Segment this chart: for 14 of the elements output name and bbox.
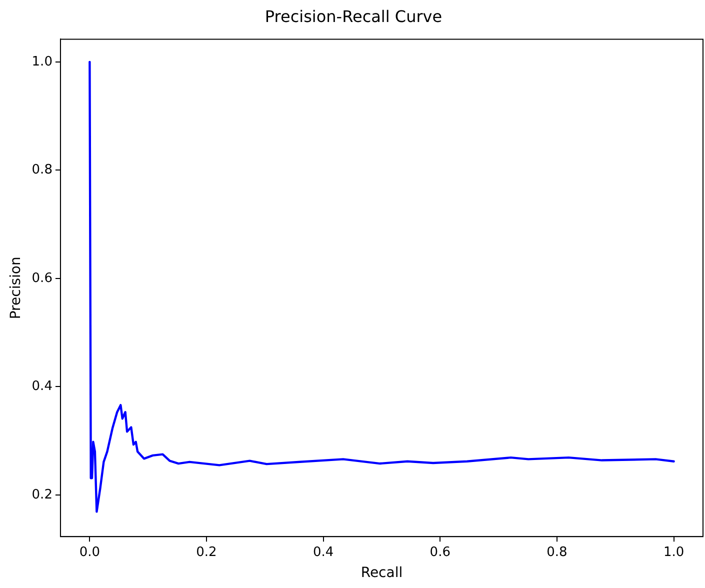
x-tick-label: 0.6 (430, 544, 450, 560)
y-tick-label: 0.6 (32, 270, 52, 286)
x-tick-label: 0.8 (546, 544, 568, 560)
y-tick-label: 0.2 (32, 487, 52, 502)
x-tick-label: 0.4 (312, 544, 334, 560)
y-tick-label: 1.0 (32, 54, 52, 70)
x-axis-title: Recall (360, 565, 403, 582)
x-tick-label: 1.0 (663, 544, 684, 560)
x-tick-label: 0.0 (79, 544, 100, 560)
y-tick-label: 0.8 (32, 162, 52, 178)
chart-title: Precision-Recall Curve (264, 6, 442, 26)
x-tick-label: 0.2 (196, 544, 217, 560)
y-axis-title: Precision (8, 256, 24, 320)
y-tick-label: 0.4 (32, 379, 52, 394)
